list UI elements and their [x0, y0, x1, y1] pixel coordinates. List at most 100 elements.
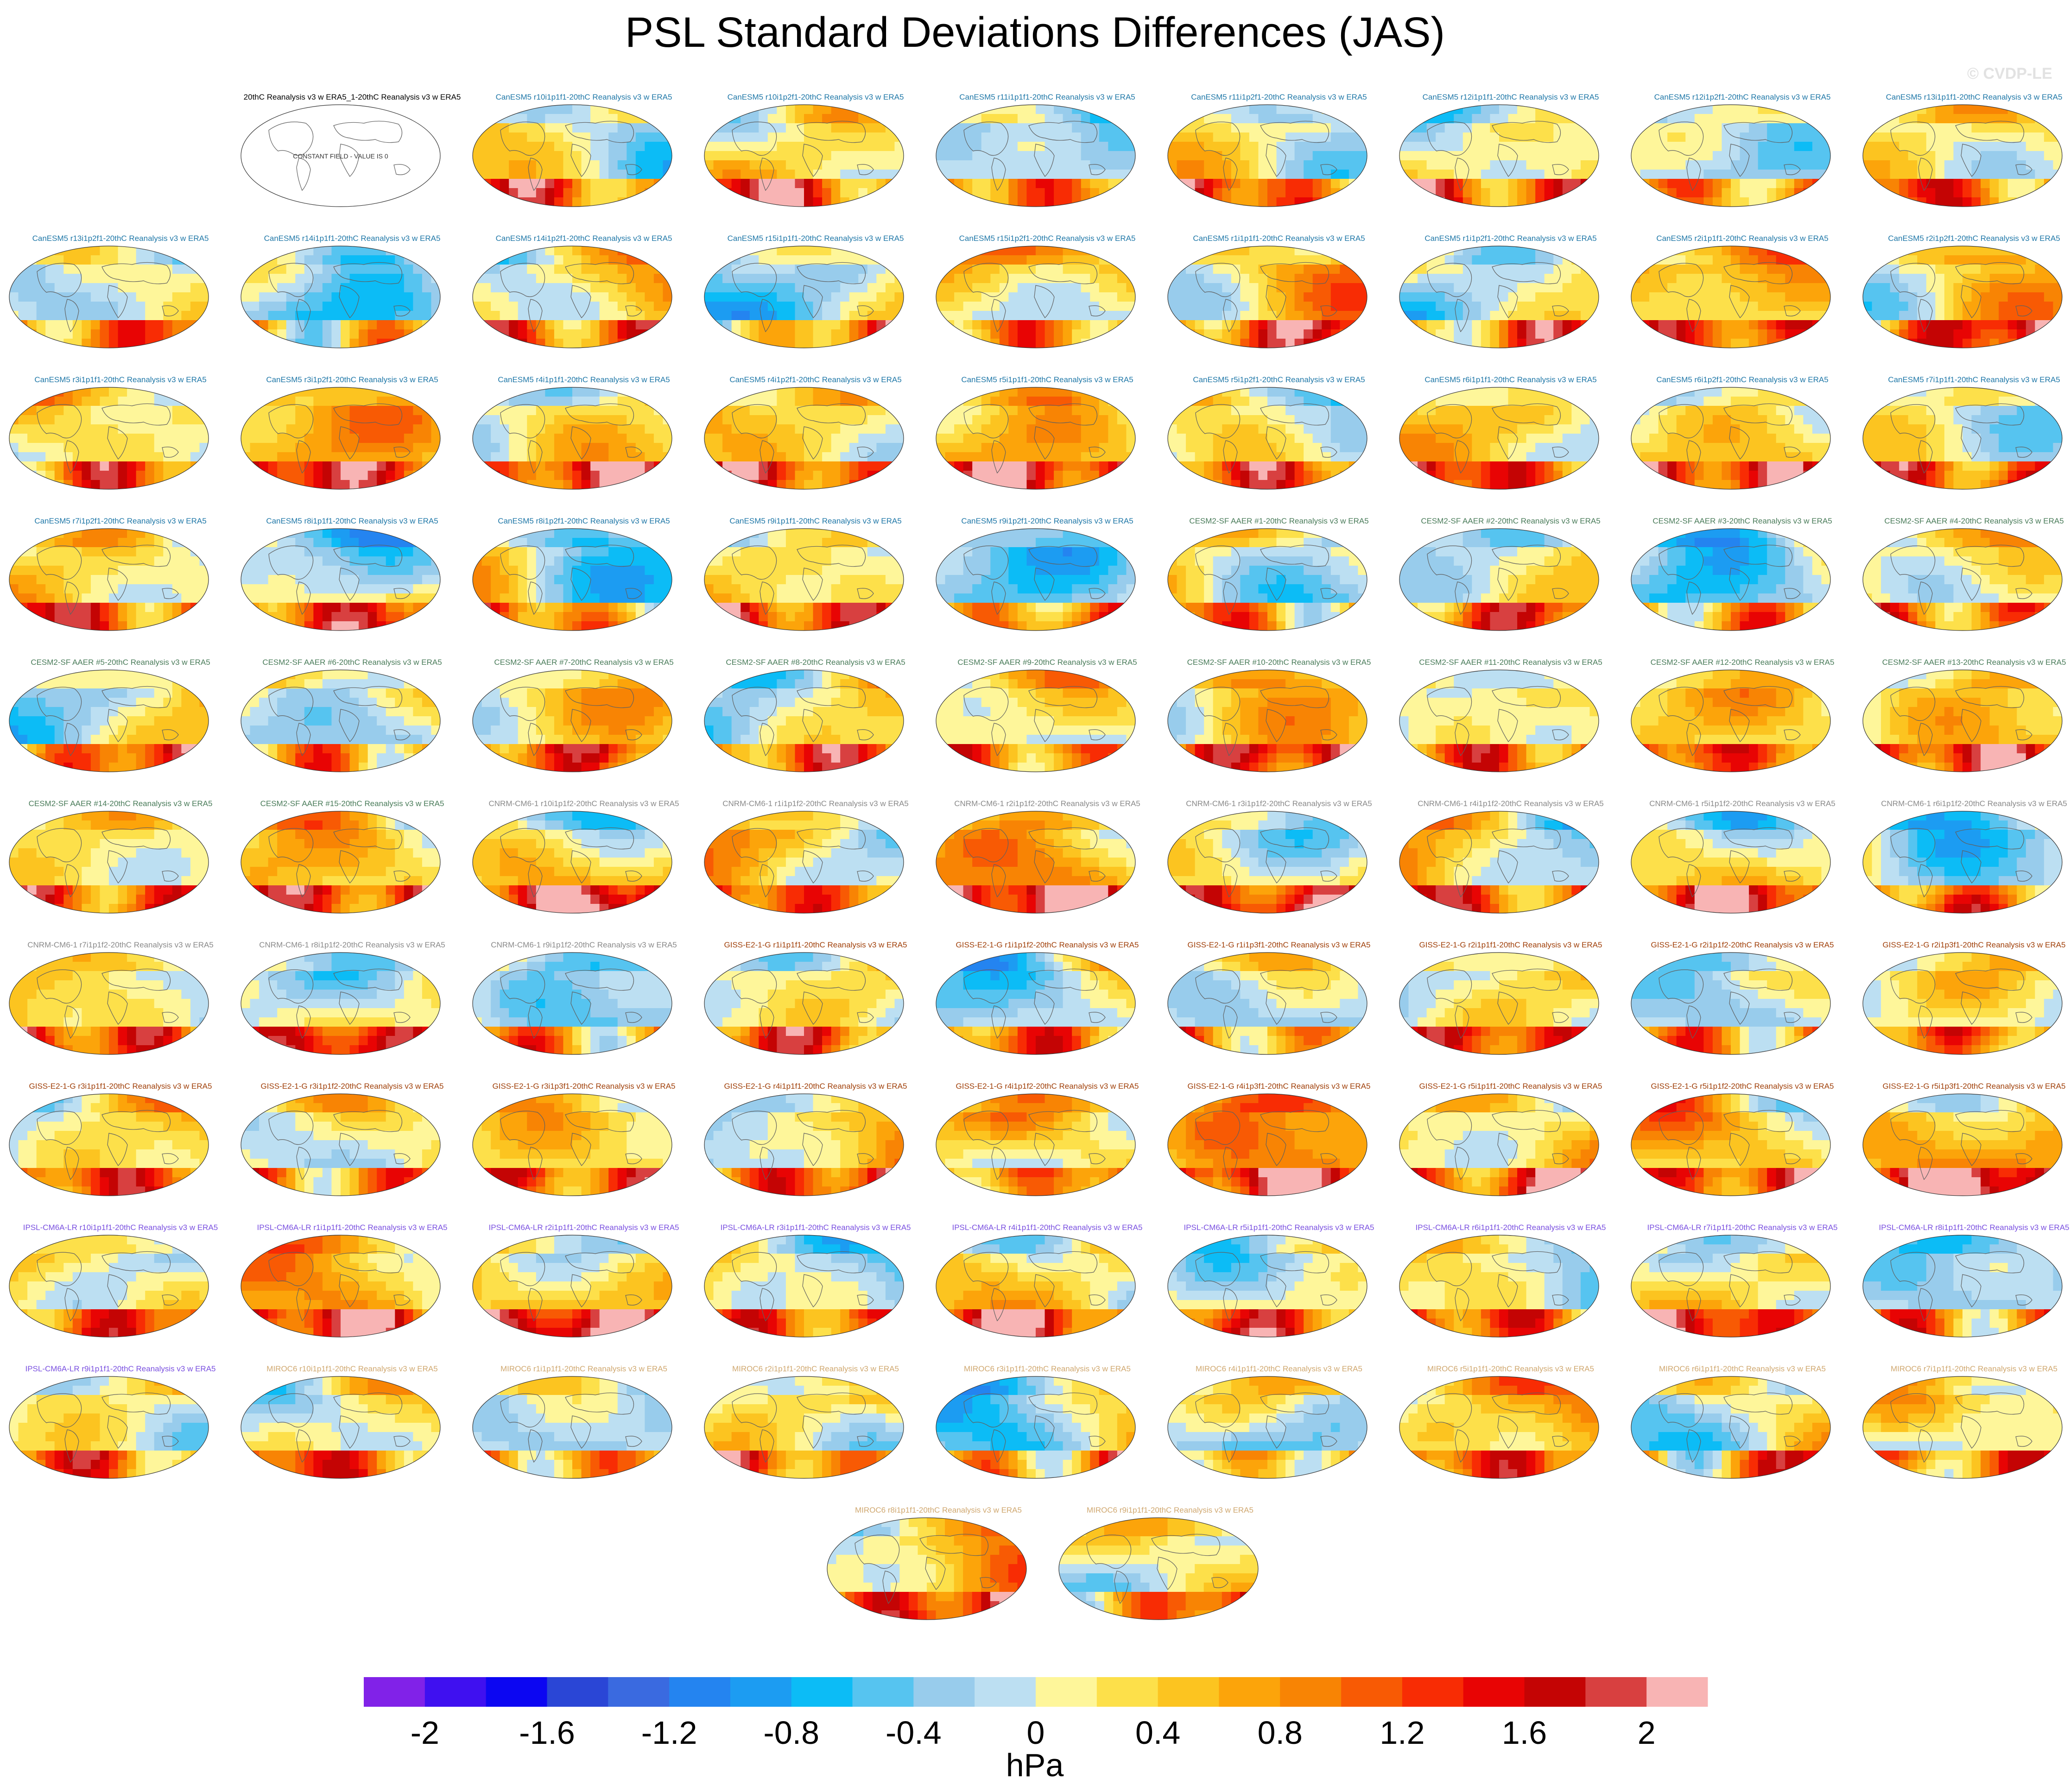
field-cell [777, 133, 786, 142]
field-cell [1054, 160, 1063, 170]
field-cell [536, 406, 545, 416]
field-cell [1213, 123, 1222, 133]
field-cell [617, 443, 627, 453]
field-cell [945, 320, 955, 330]
field-cell [473, 320, 482, 330]
field-cell [1685, 329, 1695, 339]
field-cell [1330, 283, 1340, 293]
field-cell [295, 471, 305, 480]
field-cell [1285, 320, 1295, 330]
field-cell [27, 339, 37, 348]
field-cell [572, 114, 582, 124]
field-cell [963, 114, 973, 124]
field-cell [1054, 246, 1063, 256]
field-cell [858, 424, 868, 434]
coastline [1195, 121, 1241, 156]
coastline [1552, 164, 1569, 175]
field-cell [1454, 283, 1463, 293]
field-cell [1408, 292, 1418, 302]
field-cell [1821, 292, 1830, 302]
field-cell [1517, 311, 1527, 321]
field-cell [2017, 160, 2026, 170]
field-cell [90, 302, 101, 311]
field-cell [945, 179, 955, 189]
field-cell [1694, 292, 1704, 302]
coastline [500, 404, 545, 439]
field-cell [163, 480, 173, 489]
field-cell [1740, 142, 1749, 151]
field-cell [491, 246, 500, 256]
field-cell [554, 151, 564, 161]
field-cell [172, 246, 182, 256]
field-cell [581, 406, 591, 416]
field-cell [1712, 188, 1722, 198]
field-cell [518, 397, 527, 406]
field-cell [894, 142, 904, 151]
field-cell [627, 292, 636, 302]
coastline [1320, 164, 1337, 175]
field-cell [581, 311, 591, 321]
field-cell [822, 123, 832, 133]
field-cell [1685, 105, 1695, 114]
field-cell [581, 265, 591, 274]
field-cell [259, 406, 269, 416]
field-cell [1803, 179, 1813, 189]
field-cell [1222, 283, 1232, 293]
field-cell [250, 255, 260, 265]
field-cell [1803, 114, 1813, 124]
field-cell [1036, 265, 1045, 274]
field-cell [1544, 329, 1554, 339]
field-cell [1258, 114, 1268, 124]
field-cell [1490, 274, 1500, 284]
field-cell [1785, 329, 1795, 339]
coastline [268, 404, 314, 439]
field-cell [359, 320, 368, 330]
field-cell [1462, 114, 1472, 124]
field-cell [1348, 246, 1359, 256]
field-cell [731, 387, 741, 397]
field-cell [109, 292, 119, 302]
field-cell [885, 170, 895, 179]
field-cell [1553, 197, 1563, 207]
field-cell [304, 311, 314, 321]
field-cell [1667, 320, 1677, 330]
field-cell [999, 133, 1009, 142]
field-cell [936, 255, 946, 265]
field-cell [1640, 188, 1650, 198]
field-cell [1481, 142, 1491, 151]
field-cell [199, 283, 209, 293]
field-cell [1676, 292, 1686, 302]
field-cell [635, 461, 645, 471]
field-cell [1881, 274, 1891, 284]
field-cell [349, 320, 359, 330]
field-cell [304, 471, 314, 480]
field-cell [1481, 283, 1491, 293]
field-cell [404, 443, 413, 453]
field-cell [581, 471, 591, 480]
field-cell [1462, 320, 1472, 330]
field-cell [27, 292, 37, 302]
field-cell [1517, 179, 1527, 189]
field-cell [100, 246, 109, 256]
field-cell [1008, 142, 1018, 151]
field-cell [795, 292, 804, 302]
field-cell [1444, 188, 1454, 198]
field-cell [63, 274, 73, 284]
field-cell [767, 292, 777, 302]
field-cell [1304, 255, 1313, 265]
field-cell [386, 255, 395, 265]
field-cell [1881, 302, 1891, 311]
field-cell [1812, 329, 1822, 339]
field-cell [181, 434, 191, 443]
field-cell [813, 397, 823, 406]
field-cell [1231, 179, 1241, 189]
field-cell [590, 142, 600, 151]
field-cell [359, 397, 368, 406]
field-cell [1240, 188, 1250, 198]
field-cell [885, 255, 895, 265]
field-cell [876, 197, 886, 207]
field-cell [1499, 179, 1509, 189]
field-cell [990, 246, 1000, 256]
field-cell [627, 114, 636, 124]
field-cell [491, 170, 500, 179]
